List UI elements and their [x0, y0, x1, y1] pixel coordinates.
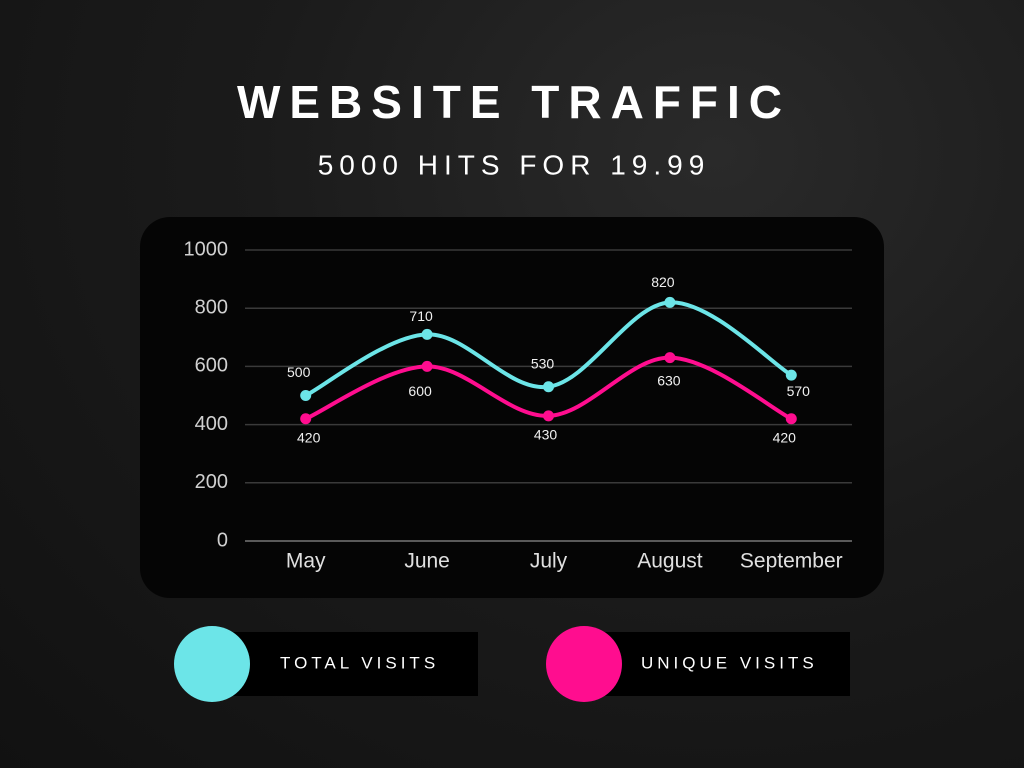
data-point [785, 413, 797, 425]
y-tick-label: 800 [195, 296, 228, 318]
legend: TOTAL VISITS UNIQUE VISITS [174, 626, 850, 702]
data-label: 710 [409, 308, 433, 324]
x-tick-label: June [404, 550, 450, 573]
y-tick-label: 600 [195, 355, 228, 377]
legend-swatch [174, 626, 250, 702]
data-label: 630 [657, 372, 681, 388]
legend-box [584, 632, 850, 696]
y-tick-label: 0 [217, 529, 228, 551]
data-label: 420 [297, 429, 321, 445]
y-tick-label: 400 [195, 413, 228, 435]
data-point [664, 296, 676, 308]
legend-swatch [546, 626, 622, 702]
data-label: 430 [534, 427, 558, 443]
data-point [664, 352, 676, 364]
data-label: 570 [787, 383, 811, 399]
legend-label: UNIQUE VISITS [641, 653, 818, 672]
x-tick-label: September [740, 550, 843, 573]
legend-label: TOTAL VISITS [280, 653, 439, 672]
legend-box [212, 632, 478, 696]
chart-title: WEBSITE TRAFFIC [237, 76, 791, 128]
data-point [543, 410, 554, 422]
data-label: 500 [287, 364, 311, 380]
data-point [300, 413, 312, 425]
x-tick-label: July [530, 550, 568, 573]
data-label: 530 [531, 355, 555, 371]
x-tick-label: August [637, 550, 703, 573]
chart-subtitle: 5000 HITS FOR 19.99 [318, 149, 711, 180]
x-tick-label: May [286, 550, 326, 573]
data-point [300, 390, 312, 401]
data-label: 820 [651, 274, 675, 290]
data-point [543, 381, 554, 393]
data-point [421, 328, 433, 340]
data-label: 600 [408, 383, 432, 399]
data-point [785, 369, 797, 381]
plot-area: 0 200 400 600 800 1000 May June July August Septem… [184, 238, 852, 573]
y-tick-label: 200 [195, 471, 228, 493]
data-point [421, 360, 433, 372]
y-tick-label: 1000 [184, 238, 229, 260]
data-label: 420 [773, 429, 797, 445]
